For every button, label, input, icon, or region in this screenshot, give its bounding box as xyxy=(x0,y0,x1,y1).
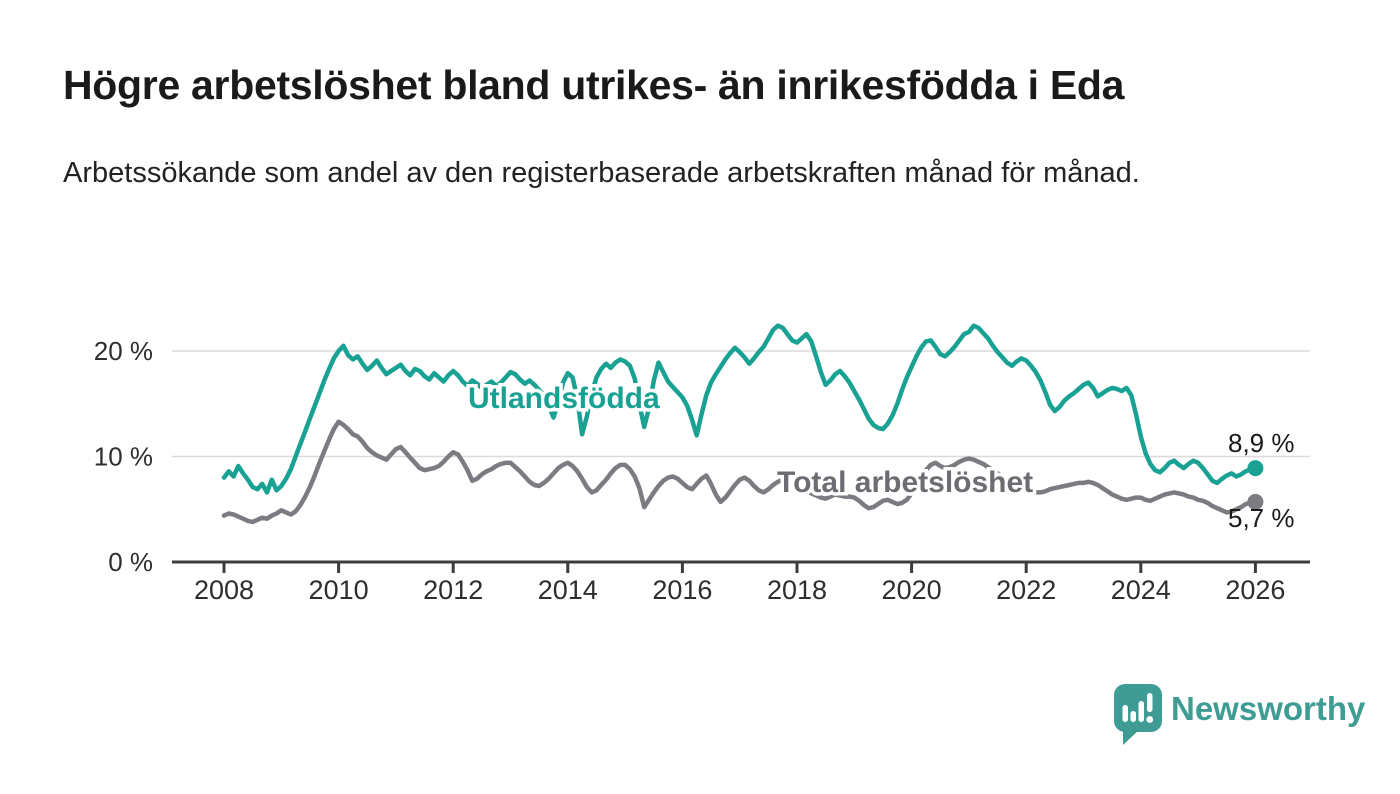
newsworthy-logo: Newsworthy xyxy=(1114,684,1365,746)
series-label-utlandsfodda: Utlandsfödda xyxy=(468,382,660,415)
series-label-total-arbetsloshet: Total arbetslöshet xyxy=(777,466,1033,499)
y-tick-label-20: 20 % xyxy=(94,336,153,366)
y-tick-label-10: 10 % xyxy=(94,442,153,472)
newsworthy-logo-icon xyxy=(1114,684,1162,745)
x-tick-label-2016: 2016 xyxy=(652,575,712,605)
x-tick-label-2020: 2020 xyxy=(882,575,942,605)
series-line-total-arbetsloshet xyxy=(221,419,1258,525)
x-tick-label-2008: 2008 xyxy=(194,575,254,605)
series-end-value-total-arbetsloshet: 5,7 % xyxy=(1228,503,1295,533)
y-tick-label-0: 0 % xyxy=(108,547,153,577)
x-tick-label-2022: 2022 xyxy=(996,575,1056,605)
x-tick-label-2012: 2012 xyxy=(423,575,483,605)
series-end-dot-utlandsfodda xyxy=(1247,460,1264,477)
x-tick-label-2024: 2024 xyxy=(1111,575,1171,605)
x-tick-label-2014: 2014 xyxy=(538,575,598,605)
series-end-value-utlandsfodda: 8,9 % xyxy=(1228,428,1295,458)
series-line-utlandsfodda xyxy=(221,323,1258,495)
page-title: Högre arbetslöshet bland utrikes- än inr… xyxy=(63,62,1125,108)
page-subtitle: Arbetssökande som andel av den registerb… xyxy=(63,157,1140,189)
x-tick-label-2018: 2018 xyxy=(767,575,827,605)
x-tick-label-2010: 2010 xyxy=(309,575,369,605)
newsworthy-logo-text: Newsworthy xyxy=(1171,690,1366,727)
x-tick-label-2026: 2026 xyxy=(1225,575,1285,605)
series-end-dot-total-arbetsloshet xyxy=(1247,493,1264,510)
